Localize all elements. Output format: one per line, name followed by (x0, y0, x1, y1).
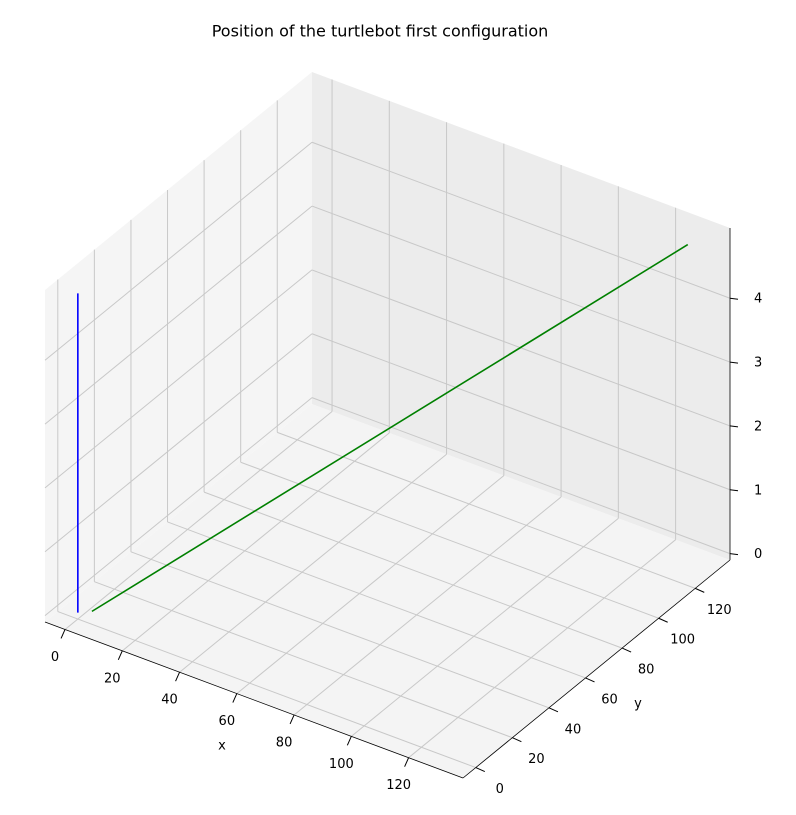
y-tick-label: 60 (601, 692, 618, 707)
tick-mark (289, 714, 295, 725)
grid-line (277, 431, 696, 589)
y-tick-label: 100 (670, 633, 695, 648)
grid-line (64, 411, 333, 630)
tick-mark (346, 736, 352, 746)
z-tick-label: 1 (754, 483, 762, 498)
x-tick-label: 0 (51, 650, 59, 665)
grid-line (408, 539, 676, 759)
tick-mark (729, 361, 739, 364)
z-tick-label: 3 (754, 356, 762, 371)
tick-mark (658, 617, 668, 623)
left-pane (45, 72, 312, 622)
grid-line (44, 333, 313, 553)
x-tick-label: 60 (219, 714, 236, 729)
y-tick-label: 20 (528, 752, 545, 767)
tick-mark (621, 647, 632, 653)
grid-line (94, 581, 513, 739)
y-axis-label: y (634, 697, 642, 712)
y-tick-label: 120 (707, 603, 732, 618)
grid-line (236, 475, 505, 694)
x-axis-label: x (218, 739, 226, 754)
grid-line (351, 517, 619, 737)
grid-line (57, 611, 476, 769)
grid-line (203, 491, 623, 649)
grid-line (311, 141, 731, 299)
tick-mark (512, 737, 522, 743)
x-tick-label: 120 (386, 778, 411, 793)
grid-line (311, 333, 731, 491)
tick-mark (175, 672, 181, 682)
grid-line (179, 453, 447, 673)
tick-mark (117, 650, 123, 661)
x-tick-label: 40 (161, 693, 178, 708)
axis-line (462, 559, 731, 779)
grid-line (311, 397, 731, 555)
grid-line (44, 269, 313, 489)
tick-mark (60, 629, 66, 639)
z-tick-label: 0 (754, 547, 762, 562)
x-tick-label: 80 (276, 735, 293, 750)
data-line (91, 243, 689, 613)
tick-mark (232, 693, 238, 703)
axis-line (44, 621, 464, 779)
tick-mark (729, 553, 739, 556)
z-tick-label: 2 (754, 419, 762, 434)
tick-mark (475, 767, 486, 773)
tick-mark (404, 757, 410, 767)
grid-line (130, 551, 550, 709)
grid-line (293, 496, 562, 716)
grid-line (240, 461, 659, 619)
tick-mark (729, 297, 739, 300)
tick-mark (585, 677, 595, 683)
y-tick-label: 40 (565, 722, 582, 737)
grid-line (44, 397, 313, 617)
floor-pane (45, 404, 730, 778)
chart-title: Position of the turtlebot first configur… (212, 22, 549, 41)
x-tick-label: 20 (104, 671, 121, 686)
back-pane (312, 72, 730, 560)
grid-line (311, 205, 731, 363)
grid-line (167, 521, 586, 679)
tick-mark (729, 489, 739, 492)
tick-mark (729, 425, 739, 428)
z-tick-label: 4 (754, 292, 762, 307)
grid-line (44, 205, 313, 425)
grid-line (121, 432, 390, 652)
tick-mark (548, 707, 559, 713)
y-tick-label: 0 (496, 782, 504, 797)
y-tick-label: 80 (638, 663, 655, 678)
tick-mark (695, 587, 705, 593)
grid-line (44, 141, 313, 361)
x-tick-label: 100 (329, 757, 354, 772)
